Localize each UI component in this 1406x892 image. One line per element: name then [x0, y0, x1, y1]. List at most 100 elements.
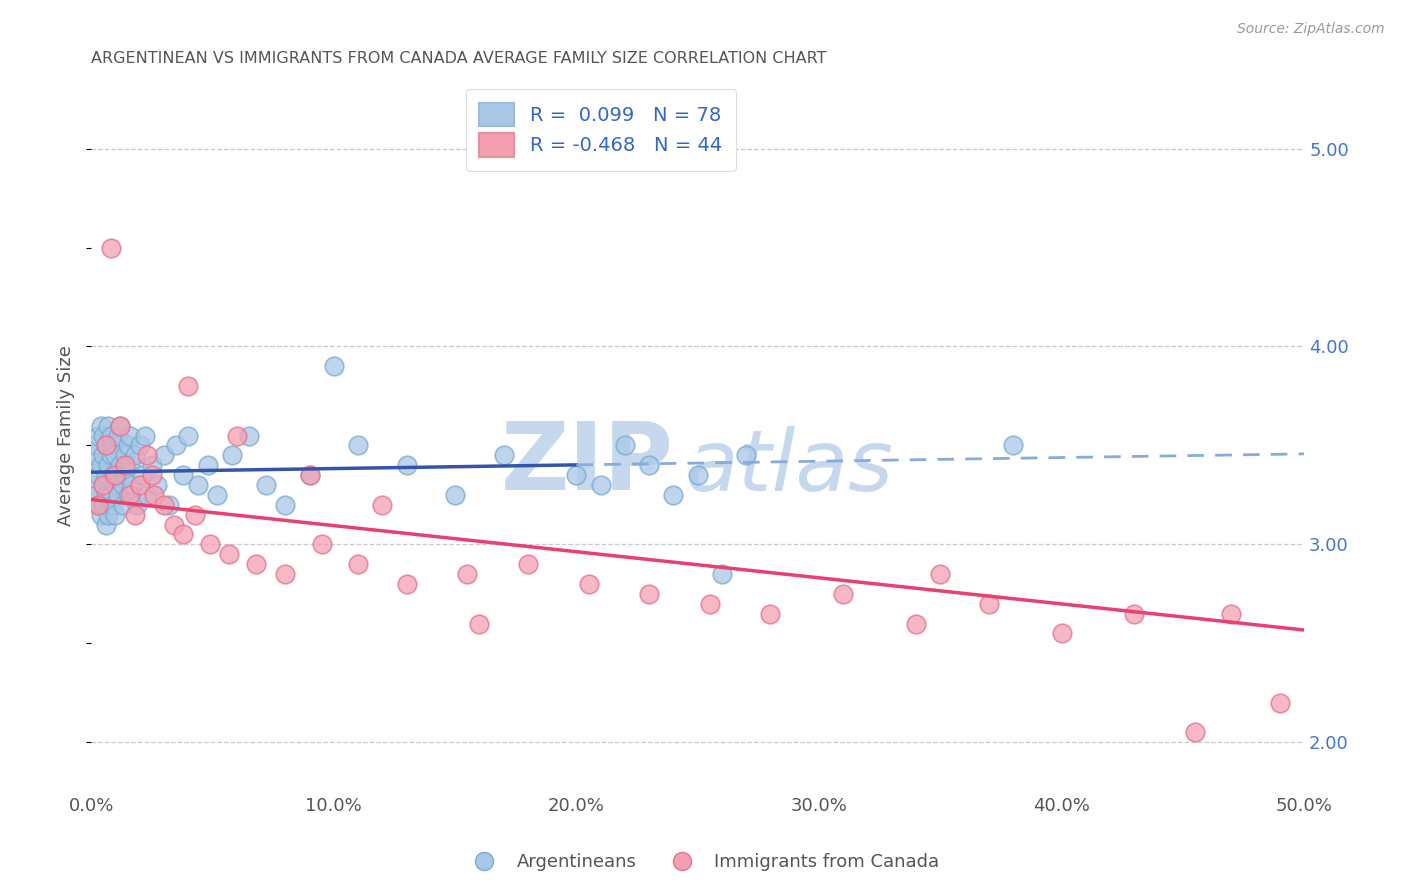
Point: [172, 527, 194, 541]
Point: [100, 448, 122, 462]
Point: [1050, 626, 1073, 640]
Point: [516, 557, 538, 571]
Point: [347, 438, 370, 452]
Point: [124, 508, 146, 522]
Point: [207, 488, 229, 502]
Point: [110, 418, 132, 433]
Point: [686, 468, 709, 483]
Point: [127, 498, 149, 512]
Point: [699, 597, 721, 611]
Point: [735, 448, 758, 462]
Point: [177, 428, 200, 442]
Point: [104, 448, 127, 462]
Point: [157, 498, 180, 512]
Point: [91, 428, 114, 442]
Point: [162, 517, 184, 532]
Point: [254, 478, 277, 492]
Text: Source: ZipAtlas.com: Source: ZipAtlas.com: [1237, 22, 1385, 37]
Point: [110, 458, 132, 473]
Point: [94, 488, 117, 502]
Point: [1184, 725, 1206, 739]
Point: [104, 508, 127, 522]
Point: [90, 418, 112, 433]
Point: [94, 517, 117, 532]
Point: [136, 448, 159, 462]
Point: [710, 567, 733, 582]
Point: [100, 241, 122, 255]
Point: [172, 468, 194, 483]
Point: [104, 468, 127, 483]
Point: [274, 498, 297, 512]
Point: [114, 468, 136, 483]
Point: [977, 597, 1000, 611]
Point: [128, 438, 150, 452]
Point: [578, 577, 600, 591]
Point: [104, 478, 127, 492]
Point: [565, 468, 588, 483]
Point: [311, 537, 333, 551]
Point: [87, 498, 110, 512]
Point: [298, 468, 321, 483]
Point: [395, 458, 418, 473]
Point: [91, 478, 114, 492]
Point: [128, 478, 150, 492]
Point: [84, 438, 107, 452]
Point: [444, 488, 467, 502]
Y-axis label: Average Family Size: Average Family Size: [58, 345, 75, 526]
Point: [638, 587, 661, 601]
Legend: R =  0.099   N = 78, R = -0.468   N = 44: R = 0.099 N = 78, R = -0.468 N = 44: [465, 89, 735, 170]
Point: [905, 616, 928, 631]
Point: [90, 508, 112, 522]
Point: [832, 587, 855, 601]
Point: [395, 577, 418, 591]
Point: [1220, 607, 1243, 621]
Point: [274, 567, 297, 582]
Point: [90, 458, 112, 473]
Point: [111, 478, 134, 492]
Point: [107, 488, 129, 502]
Point: [759, 607, 782, 621]
Point: [114, 448, 136, 462]
Point: [111, 498, 134, 512]
Point: [87, 498, 110, 512]
Point: [107, 428, 129, 442]
Point: [97, 508, 120, 522]
Point: [91, 448, 114, 462]
Point: [84, 488, 107, 502]
Point: [638, 458, 661, 473]
Point: [662, 488, 685, 502]
Point: [83, 448, 105, 462]
Point: [1123, 607, 1146, 621]
Point: [117, 438, 139, 452]
Point: [492, 448, 515, 462]
Point: [118, 428, 141, 442]
Point: [1002, 438, 1025, 452]
Point: [101, 468, 124, 483]
Point: [184, 508, 207, 522]
Point: [153, 448, 176, 462]
Point: [94, 438, 117, 452]
Point: [94, 468, 117, 483]
Point: [145, 478, 167, 492]
Point: [91, 498, 114, 512]
Text: atlas: atlas: [686, 426, 894, 509]
Point: [97, 458, 120, 473]
Point: [141, 458, 163, 473]
Text: ARGENTINEAN VS IMMIGRANTS FROM CANADA AVERAGE FAMILY SIZE CORRELATION CHART: ARGENTINEAN VS IMMIGRANTS FROM CANADA AV…: [91, 51, 827, 66]
Point: [91, 478, 114, 492]
Point: [141, 468, 163, 483]
Point: [97, 418, 120, 433]
Point: [225, 428, 247, 442]
Point: [121, 478, 143, 492]
Point: [322, 359, 344, 374]
Point: [187, 478, 209, 492]
Point: [197, 458, 219, 473]
Point: [83, 478, 105, 492]
Point: [347, 557, 370, 571]
Point: [87, 468, 110, 483]
Point: [238, 428, 260, 442]
Point: [134, 428, 156, 442]
Point: [100, 428, 122, 442]
Point: [136, 488, 159, 502]
Point: [124, 448, 146, 462]
